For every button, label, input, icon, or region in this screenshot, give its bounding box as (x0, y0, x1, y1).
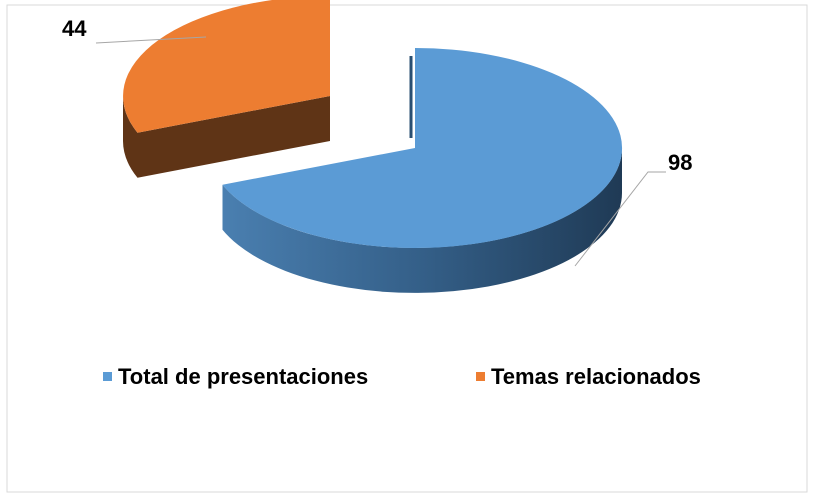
legend-swatch (103, 372, 112, 381)
leader-line (574, 171, 666, 267)
pie: 44 98 (62, 0, 692, 293)
data-label: 44 (62, 16, 87, 41)
slice-cut-face (137, 96, 330, 178)
data-label: 98 (668, 150, 692, 175)
legend-swatch (476, 372, 485, 381)
slice-side (222, 148, 622, 293)
legend-label: Total de presentaciones (118, 364, 368, 389)
pie-slice-group (123, 0, 330, 178)
pie-slice (123, 0, 330, 133)
legend: Total de presentaciones Temas relacionado… (103, 364, 701, 389)
legend-label: Temas relacionados (491, 364, 701, 389)
leader-line (95, 36, 207, 44)
pie-slice-group (222, 47, 623, 293)
slice-side (123, 96, 138, 178)
pie-slice (222, 47, 623, 249)
